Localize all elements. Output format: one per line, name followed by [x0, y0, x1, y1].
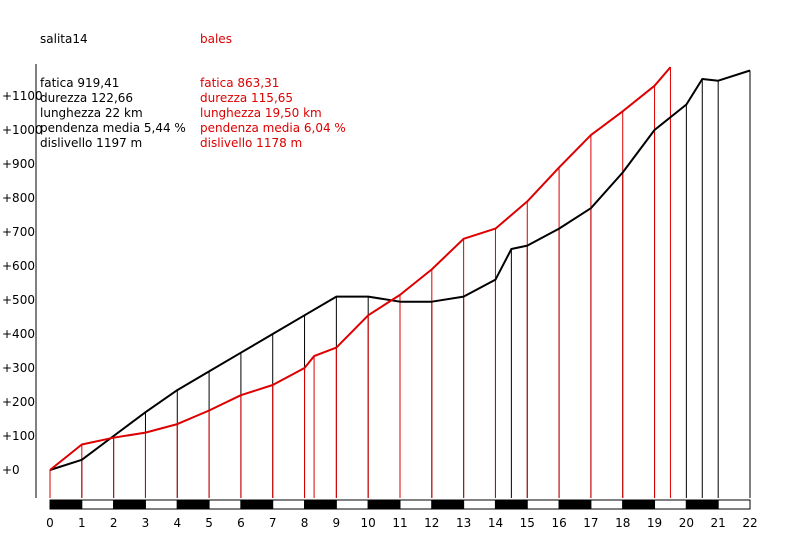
- x-tick-label: 15: [520, 516, 535, 530]
- y-tick-label: +0: [2, 463, 20, 477]
- stat-pendenza-media: pendenza media 6,04 %: [200, 121, 346, 135]
- stat-durezza: durezza 115,65: [200, 91, 294, 105]
- x-tick-label: 8: [301, 516, 309, 530]
- km-segment: [590, 499, 624, 510]
- km-segment: [431, 499, 465, 510]
- x-tick-label: 16: [551, 516, 566, 530]
- x-tick-label: 3: [142, 516, 150, 530]
- stat-dislivello: dislivello 1178 m: [200, 136, 303, 150]
- x-tick-label: 20: [679, 516, 694, 530]
- series-lines: [49, 66, 751, 471]
- x-tick-label: 5: [205, 516, 213, 530]
- km-segment: [113, 499, 146, 510]
- km-segment: [526, 499, 560, 510]
- x-tick-label: 11: [392, 516, 407, 530]
- stat-durezza: durezza 122,66: [40, 91, 134, 105]
- km-segment: [494, 499, 528, 510]
- km-segment: [654, 499, 687, 510]
- x-tick-label: 21: [711, 516, 726, 530]
- km-segment: [144, 499, 178, 510]
- y-tick-label: +300: [2, 361, 35, 375]
- x-tick-label: 0: [46, 516, 54, 530]
- x-tick-label: 13: [456, 516, 471, 530]
- y-tick-label: +500: [2, 293, 35, 307]
- x-tick-label: 1: [78, 516, 86, 530]
- km-segment: [367, 499, 401, 510]
- x-tick-label: 7: [269, 516, 277, 530]
- stat-fatica: fatica 863,31: [200, 76, 280, 90]
- km-segment: [81, 499, 115, 510]
- km-segment: [49, 499, 83, 510]
- km-segment: [208, 499, 242, 510]
- y-tick-label: +700: [2, 225, 35, 239]
- y-tick-label: +800: [2, 191, 35, 205]
- km-segment: [304, 499, 337, 510]
- y-tick-label: +1100: [2, 89, 43, 103]
- x-tick-label: 10: [361, 516, 376, 530]
- stat-dislivello: dislivello 1197 m: [40, 136, 143, 150]
- drop-lines: [49, 67, 751, 498]
- y-tick-labels: +0 +100 +200 +300 +400 +500 +600 +700 +800 +900 +1…: [2, 89, 43, 477]
- km-segment: [622, 499, 656, 510]
- series-line-bales: [49, 66, 672, 471]
- x-tick-label: 2: [110, 516, 118, 530]
- km-segment: [272, 499, 306, 510]
- x-tick-labels: 0 1 2 3 4 5 6 7 8 9 10 11 12 13 14 15 16 17 18 19 20 21 22: [46, 516, 757, 530]
- stats-salita14: fatica 919,41 durezza 122,66 lunghezza 2…: [40, 76, 186, 151]
- km-segment: [176, 499, 210, 510]
- x-tick-label: 22: [742, 516, 757, 530]
- stats-bales: fatica 863,31 durezza 115,65 lunghezza 1…: [200, 76, 346, 151]
- x-tick-label: 19: [647, 516, 662, 530]
- km-segment: [240, 499, 274, 510]
- x-tick-label: 14: [488, 516, 503, 530]
- y-tick-label: +600: [2, 259, 35, 273]
- stat-fatica: fatica 919,41: [40, 76, 120, 90]
- x-tick-label: 17: [583, 516, 598, 530]
- km-segment: [335, 499, 369, 510]
- y-tick-label: +1000: [2, 123, 43, 137]
- x-tick-label: 4: [173, 516, 181, 530]
- x-tick-label: 18: [615, 516, 630, 530]
- km-segment: [558, 499, 592, 510]
- y-tick-label: +200: [2, 395, 35, 409]
- y-tick-label: +100: [2, 429, 35, 443]
- km-scale-bar: [49, 499, 751, 510]
- stat-lunghezza: lunghezza 19,50 km: [200, 106, 322, 120]
- km-segment: [685, 499, 719, 510]
- series-name-bales: bales: [200, 32, 232, 46]
- km-segment: [717, 499, 751, 510]
- x-tick-label: 12: [424, 516, 439, 530]
- km-segment: [399, 499, 433, 510]
- series-line-salita14: [49, 69, 751, 471]
- stat-pendenza-media: pendenza media 5,44 %: [40, 121, 186, 135]
- km-segment: [463, 499, 496, 510]
- x-tick-label: 6: [237, 516, 245, 530]
- y-tick-label: +900: [2, 157, 35, 171]
- series-name-salita14: salita14: [40, 32, 88, 46]
- y-tick-label: +400: [2, 327, 35, 341]
- stat-lunghezza: lunghezza 22 km: [40, 106, 143, 120]
- x-tick-label: 9: [333, 516, 341, 530]
